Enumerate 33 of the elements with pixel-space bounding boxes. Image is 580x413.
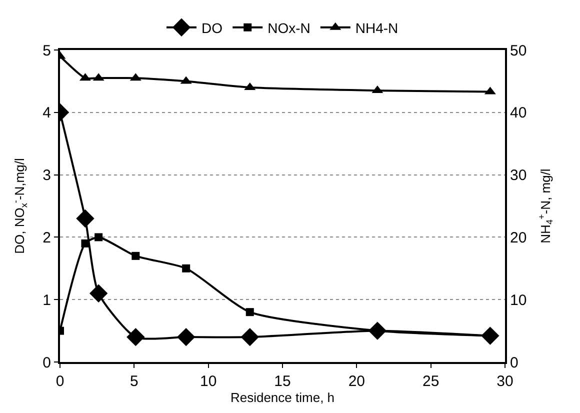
point bbox=[132, 252, 140, 260]
x-tick-label: 15 bbox=[274, 373, 291, 390]
point bbox=[240, 328, 259, 346]
point bbox=[182, 264, 190, 272]
point bbox=[246, 308, 254, 316]
x-tick-label: 10 bbox=[200, 373, 217, 390]
x-axis-title: Residence time, h bbox=[230, 390, 335, 405]
x-tick-label: 5 bbox=[130, 373, 138, 390]
legend-label: DO bbox=[202, 20, 223, 36]
legend-label: NOx-N bbox=[268, 20, 310, 36]
y-tick-label: 5 bbox=[42, 42, 51, 60]
x-tick-label: 25 bbox=[422, 373, 440, 390]
y-tick-label: 1 bbox=[42, 292, 51, 309]
y2-tick-label: 50 bbox=[510, 42, 527, 60]
y-tick-label: 2 bbox=[42, 229, 51, 246]
y-tick-label: 4 bbox=[42, 104, 51, 122]
y-tick-label: 0 bbox=[42, 354, 51, 372]
point bbox=[89, 284, 108, 302]
point bbox=[94, 233, 103, 242]
y2-tick-label: 0 bbox=[510, 354, 518, 372]
y2-tick-label: 30 bbox=[510, 167, 527, 184]
legend-label: NH4-N bbox=[355, 20, 398, 36]
y2-tick-label: 40 bbox=[510, 104, 527, 122]
point bbox=[126, 328, 145, 346]
point bbox=[176, 328, 196, 346]
point bbox=[76, 209, 94, 228]
x-tick-label: 30 bbox=[496, 373, 514, 390]
x-tick-label: 20 bbox=[348, 373, 366, 390]
x-tick-label: 0 bbox=[56, 373, 64, 390]
y2-tick-label: 20 bbox=[510, 229, 527, 246]
y-tick-label: 3 bbox=[42, 167, 51, 184]
point bbox=[81, 239, 90, 248]
y2-tick-label: 10 bbox=[510, 292, 527, 309]
